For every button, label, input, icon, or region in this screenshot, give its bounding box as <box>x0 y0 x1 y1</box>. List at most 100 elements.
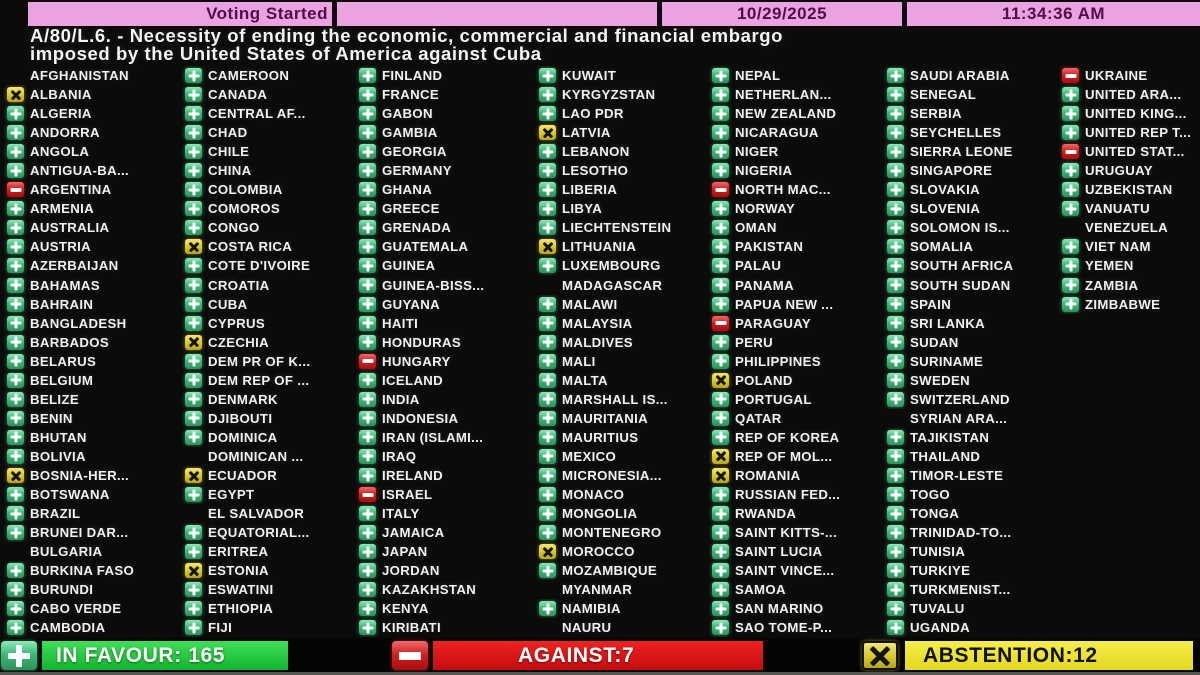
country-name: SYRIAN ARA... <box>910 410 1008 426</box>
no-vote-placeholder <box>7 68 24 83</box>
time-banner: 11:34:36 AM <box>907 2 1200 26</box>
country-name: GERMANY <box>382 163 452 179</box>
country-row: ANGOLA <box>0 142 178 161</box>
in-favour-icon <box>539 353 556 369</box>
country-row: KUWAIT <box>532 66 705 85</box>
country-name: GUINEA-BISS... <box>382 277 485 293</box>
country-name: LITHUANIA <box>562 239 637 255</box>
in-favour-icon <box>539 468 556 483</box>
country-name: BURUNDI <box>30 582 94 598</box>
in-favour-icon <box>359 372 376 388</box>
country-row: UNITED KING... <box>1055 104 1200 123</box>
in-favour-icon <box>359 544 376 560</box>
country-row: ROMANIA <box>705 466 880 485</box>
country-name: ERITREA <box>208 544 269 560</box>
country-name: SOLOMON IS... <box>910 220 1010 236</box>
in-favour-icon <box>887 220 904 236</box>
country-name: SAMOA <box>735 582 786 598</box>
country-name: BELIZE <box>30 391 79 407</box>
status-banner: Voting Started <box>28 2 337 26</box>
country-row: ECUADOR <box>178 466 352 485</box>
country-name: BURKINA FASO <box>30 563 135 579</box>
country-row: MARSHALL IS... <box>532 390 705 409</box>
country-name: SAN MARINO <box>735 601 824 617</box>
country-name: BAHRAIN <box>30 296 94 312</box>
country-name: MALDIVES <box>562 334 633 350</box>
in-favour-icon <box>887 182 904 198</box>
country-name: NORTH MAC... <box>735 182 831 198</box>
vote-column-2: CAMEROON CANADA CENTRAL AF... CHAD CHILE CHIN… <box>178 66 352 638</box>
in-favour-icon <box>712 239 729 255</box>
country-row: BOSNIA-HER... <box>0 466 178 485</box>
country-name: MALI <box>562 353 596 369</box>
in-favour-icon <box>1062 182 1079 198</box>
country-name: COTE D'IVOIRE <box>208 258 311 274</box>
in-favour-icon <box>539 87 556 103</box>
country-row: GRENADA <box>352 218 532 237</box>
country-row: UKRAINE <box>1055 66 1200 85</box>
in-favour-icon <box>1062 296 1079 312</box>
country-name: CANADA <box>208 87 268 103</box>
in-favour-icon <box>887 601 904 617</box>
country-row: MAURITIUS <box>532 428 705 447</box>
country-name: MYANMAR <box>562 582 633 598</box>
country-name: NIGERIA <box>735 163 793 179</box>
in-favour-icon <box>7 487 24 503</box>
country-row: BAHRAIN <box>0 295 178 314</box>
country-row: SPAIN <box>880 295 1055 314</box>
country-name: SLOVAKIA <box>910 182 980 198</box>
vote-column-5: NEPAL NETHERLAN... NEW ZEALAND NICARAGUA NIG… <box>705 66 880 638</box>
country-name: FINLAND <box>382 68 443 84</box>
country-row: GUINEA <box>352 256 532 275</box>
country-row: IRAN (ISLAMI... <box>352 428 532 447</box>
in-favour-icon <box>7 620 24 636</box>
country-name: KYRGYZSTAN <box>562 87 656 103</box>
in-favour-icon <box>712 277 729 293</box>
country-name: MOZAMBIQUE <box>562 563 658 579</box>
country-row: CHAD <box>178 123 352 142</box>
country-row: MAURITANIA <box>532 409 705 428</box>
in-favour-icon <box>7 163 24 179</box>
country-name: TAJIKISTAN <box>910 429 990 445</box>
country-row: NORWAY <box>705 199 880 218</box>
country-name: PAPUA NEW ... <box>735 296 834 312</box>
country-row: REP OF KOREA <box>705 428 880 447</box>
country-name: LUXEMBOURG <box>562 258 661 274</box>
country-row: BELGIUM <box>0 371 178 390</box>
country-name: FIJI <box>208 620 233 636</box>
country-name: GUATEMALA <box>382 239 469 255</box>
country-name: AUSTRIA <box>30 239 92 255</box>
country-row: SRI LANKA <box>880 314 1055 333</box>
country-name: ECUADOR <box>208 468 278 483</box>
in-favour-icon <box>712 563 729 579</box>
country-name: COSTA RICA <box>208 239 293 255</box>
in-favour-icon <box>539 182 556 198</box>
in-favour-icon <box>7 506 24 522</box>
in-favour-icon <box>887 106 904 122</box>
country-name: BANGLADESH <box>30 315 127 331</box>
country-name: TURKIYE <box>910 563 971 579</box>
country-name: LATVIA <box>562 125 611 141</box>
country-row: SEYCHELLES <box>880 123 1055 142</box>
in-favour-icon <box>887 239 904 255</box>
country-row: ALGERIA <box>0 104 178 123</box>
country-row: LESOTHO <box>532 161 705 180</box>
country-row: BELARUS <box>0 352 178 371</box>
in-favour-icon <box>359 106 376 122</box>
in-favour-icon <box>712 410 729 426</box>
abstention-icon <box>185 563 202 579</box>
country-name: UNITED ARA... <box>1085 87 1182 103</box>
in-favour-icon <box>712 106 729 122</box>
in-favour-icon <box>539 506 556 522</box>
country-row: BRAZIL <box>0 504 178 523</box>
country-row: MEXICO <box>532 447 705 466</box>
country-name: CABO VERDE <box>30 601 122 617</box>
country-row: NORTH MAC... <box>705 180 880 199</box>
country-name: BOLIVIA <box>30 448 86 464</box>
in-favour-icon <box>7 525 24 541</box>
country-row: ISRAEL <box>352 485 532 504</box>
country-row: VENEZUELA <box>1055 218 1200 237</box>
country-row: BARBADOS <box>0 333 178 352</box>
in-favour-icon <box>7 201 24 217</box>
country-row: GABON <box>352 104 532 123</box>
